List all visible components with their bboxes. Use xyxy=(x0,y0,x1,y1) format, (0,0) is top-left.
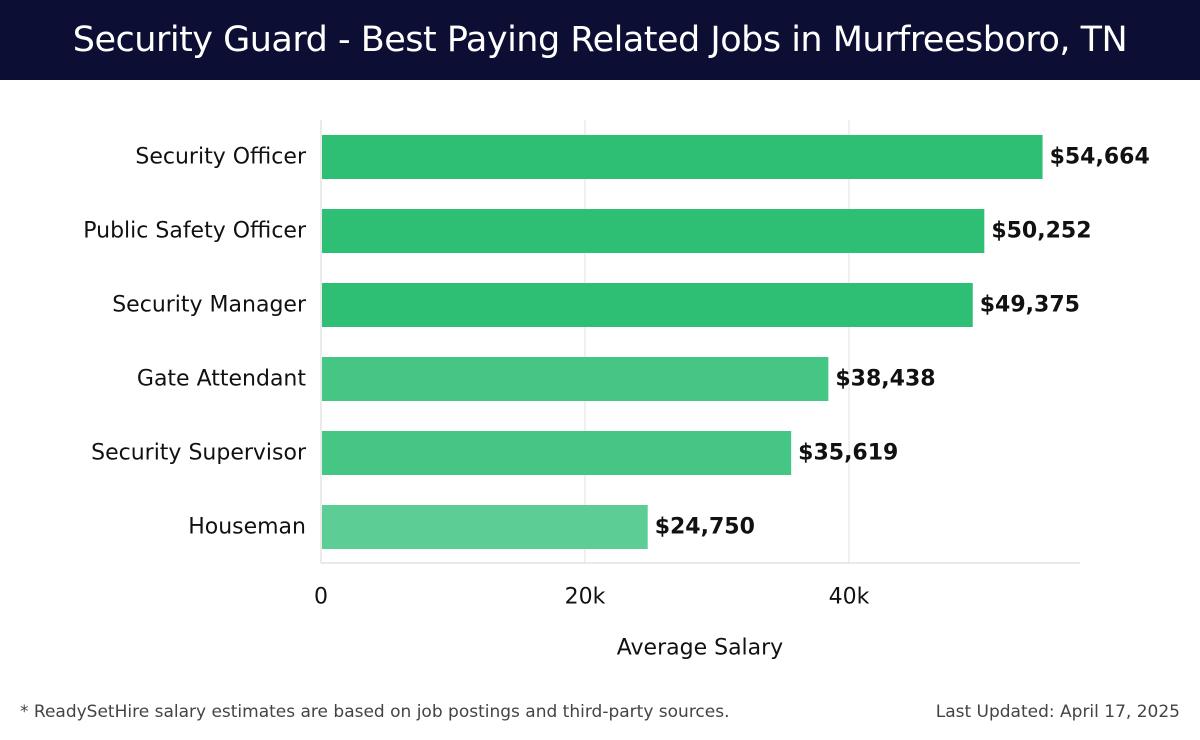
value-label-0: $54,664 xyxy=(1050,145,1150,170)
bar-4 xyxy=(322,431,792,475)
x-tick-label-2: 40k xyxy=(829,585,870,610)
x-tick-label-1: 20k xyxy=(565,585,606,610)
value-label-3: $38,438 xyxy=(835,367,935,392)
category-label-5: Houseman xyxy=(188,515,306,540)
bar-1 xyxy=(322,209,985,253)
category-label-0: Security Officer xyxy=(135,145,307,170)
footnote: * ReadySetHire salary estimates are base… xyxy=(20,702,730,722)
last-updated: Last Updated: April 17, 2025 xyxy=(935,702,1180,722)
chart-header: Security Guard - Best Paying Related Job… xyxy=(0,0,1200,80)
category-label-4: Security Supervisor xyxy=(91,441,307,466)
bar-3 xyxy=(322,357,829,401)
value-label-4: $35,619 xyxy=(798,441,898,466)
x-axis-label: Average Salary xyxy=(617,636,783,661)
chart-title: Security Guard - Best Paying Related Job… xyxy=(72,20,1128,60)
value-label-2: $49,375 xyxy=(980,293,1080,318)
category-label-3: Gate Attendant xyxy=(137,367,306,392)
value-label-5: $24,750 xyxy=(655,515,755,540)
category-label-1: Public Safety Officer xyxy=(83,219,307,244)
bar-0 xyxy=(322,135,1043,179)
category-label-2: Security Manager xyxy=(112,293,307,318)
bar-2 xyxy=(322,283,973,327)
bar-5 xyxy=(322,505,648,549)
value-label-1: $50,252 xyxy=(991,219,1091,244)
x-tick-label-0: 0 xyxy=(314,585,328,610)
